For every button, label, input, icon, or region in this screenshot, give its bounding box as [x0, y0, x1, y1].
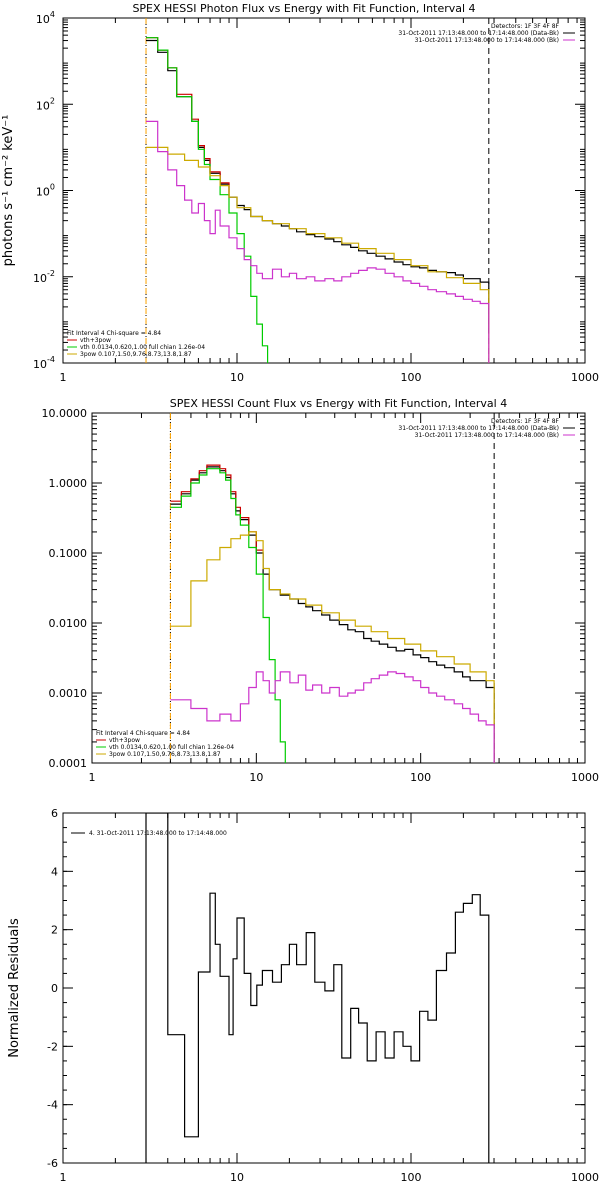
y-tick-label: -6	[47, 1157, 58, 1170]
series-line-3	[170, 468, 286, 763]
series-line-5	[170, 671, 495, 763]
legend-entry: 3pow 0.107,1.50,9.76,8.73,13.8,1.87	[80, 351, 192, 358]
legend-entry: 31-Oct-2011 17:13:48.000 to 17:14:48.000…	[415, 432, 559, 439]
x-tick-label: 10	[249, 771, 263, 784]
y-tick-exponent: 4	[50, 10, 55, 19]
x-tick-label: 1	[89, 771, 96, 784]
y-tick-label: 1.0000	[49, 477, 88, 490]
y-tick-label: 4	[51, 865, 58, 878]
legend-entry: Detectors: 1F 3F 4F 8F	[491, 418, 560, 425]
legend-entry: Detectors: 1F 3F 4F 8F	[491, 23, 560, 30]
y-tick-label: -2	[47, 1040, 58, 1053]
y-tick-label: 0.1000	[49, 547, 88, 560]
chart-title: SPEX HESSI Photon Flux vs Energy with Fi…	[132, 2, 475, 15]
legend-entry: vth+3pow	[80, 337, 111, 344]
x-tick-label: 100	[410, 771, 431, 784]
legend-entry: vth 0.0134,0.620,1.00 full chian 1.26e-0…	[80, 344, 205, 351]
legend-entry: vth+3pow	[109, 737, 140, 744]
series-line-2	[170, 464, 264, 551]
y-axis-label: Normalized Residuals	[7, 918, 22, 1058]
legend-entry: 4. 31-Oct-2011 17:13:48.000 to 17:14:48.…	[89, 830, 227, 837]
y-tick-label: 6	[51, 807, 58, 820]
y-tick-label: 10.0000	[42, 407, 88, 420]
chart-3	[62, 812, 586, 1164]
series-line-1	[145, 813, 490, 1163]
y-tick-label: 0	[51, 982, 58, 995]
x-tick-label: 100	[401, 371, 422, 384]
chart-title: SPEX HESSI Count Flux vs Energy with Fit…	[170, 397, 507, 410]
y-tick-label: 0.0100	[49, 617, 88, 630]
series-line-4	[146, 146, 490, 363]
legend-entry: vth 0.0134,0.620,1.00 full chian 1.26e-0…	[109, 744, 234, 751]
legend-entry: Fit Interval 4 Chi-square = 4.84	[67, 330, 161, 337]
y-tick-exponent: -2	[47, 269, 55, 278]
y-axis-label: photons s⁻¹ cm⁻² keV⁻¹	[1, 115, 16, 267]
chart-1	[62, 17, 586, 364]
legend-entry: 31-Oct-2011 17:13:48.000 to 17:14:48.000…	[398, 425, 559, 432]
series-line-5	[146, 120, 490, 363]
x-tick-label: 1000	[571, 371, 599, 384]
legend-entry: 3pow 0.107,1.50,9.76,8.73,13.8,1.87	[109, 751, 221, 758]
y-tick-label: 0.0001	[49, 757, 88, 770]
plot-frame	[91, 412, 586, 764]
y-tick-exponent: 0	[50, 183, 55, 192]
x-tick-label: 1	[60, 1171, 67, 1184]
series-line-4	[170, 531, 495, 763]
y-tick-label: 2	[51, 924, 58, 937]
x-tick-label: 1000	[571, 1171, 599, 1184]
y-tick-exponent: 2	[50, 96, 55, 105]
x-tick-label: 10	[230, 371, 244, 384]
legend-entry: Fit Interval 4 Chi-square = 4.84	[96, 730, 190, 737]
chart-2	[91, 412, 586, 764]
x-tick-label: 1000	[571, 771, 599, 784]
x-tick-label: 1	[60, 371, 67, 384]
legend-entry: 31-Oct-2011 17:13:48.000 to 17:14:48.000…	[415, 37, 559, 44]
x-tick-label: 10	[230, 1171, 244, 1184]
y-tick-label: -4	[47, 1099, 58, 1112]
legend-entry: 31-Oct-2011 17:13:48.000 to 17:14:48.000…	[398, 30, 559, 37]
y-tick-exponent: -4	[47, 355, 55, 364]
y-tick-label: 0.0010	[49, 687, 88, 700]
x-tick-label: 100	[401, 1171, 422, 1184]
